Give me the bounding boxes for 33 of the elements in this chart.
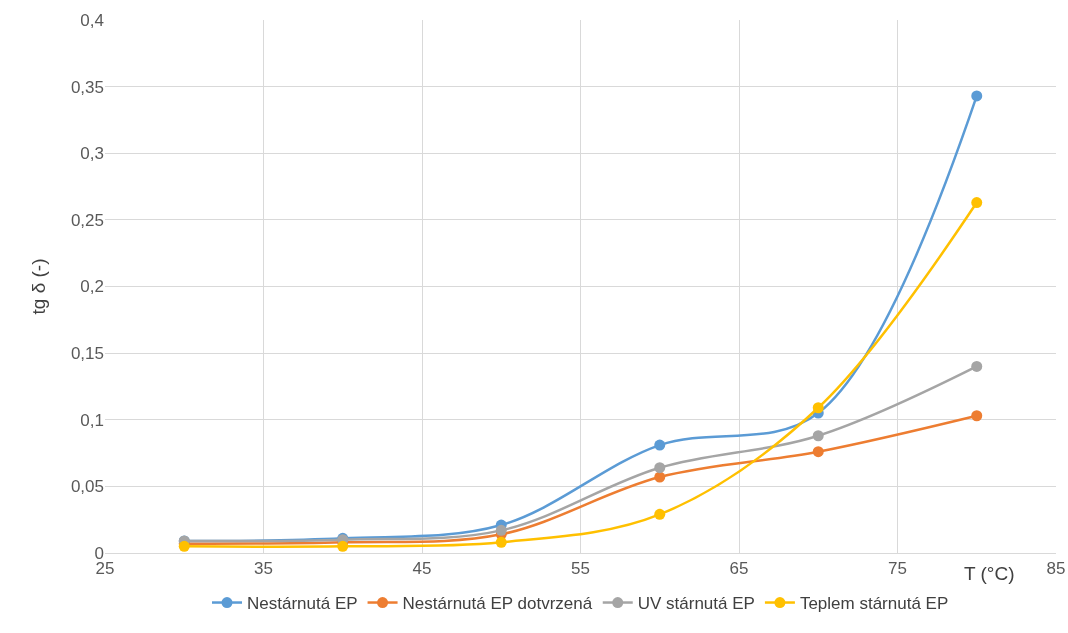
point [971, 90, 983, 102]
point [495, 536, 507, 548]
y-tick-label: 0,05 [70, 477, 104, 497]
x-tick-label: 75 [888, 559, 907, 579]
y-tick-label: 0,3 [80, 144, 104, 164]
x-tick-label: 35 [254, 559, 273, 579]
x-tick-label: 85 [1046, 559, 1066, 579]
y-tick-label: 0,15 [70, 344, 104, 364]
x-axis-title: T (°C) [964, 563, 1015, 584]
point [971, 360, 983, 372]
point [337, 540, 349, 552]
x-tick-label: 55 [571, 559, 590, 579]
x-tick-label: 65 [729, 559, 749, 579]
y-tick-label: 0,4 [80, 10, 104, 30]
point [812, 430, 824, 442]
point [654, 508, 666, 520]
point [971, 410, 983, 422]
point [812, 402, 824, 414]
legend-label: Nestárnutá EP [247, 594, 358, 614]
point [812, 446, 824, 458]
x-tick-label: 45 [412, 559, 432, 579]
y-axis-title: tg δ (-) [27, 258, 49, 315]
y-tick-label: 0,35 [70, 77, 104, 97]
y-tick-label: 0,25 [70, 210, 104, 230]
point [495, 524, 507, 536]
point [654, 462, 666, 474]
legend-label: Teplem stárnutá EP [799, 594, 949, 614]
y-tick-label: 0,2 [80, 277, 104, 297]
legend-label: Nestárnutá EP dotvrzená [402, 594, 593, 614]
legend-label: UV stárnutá EP [637, 594, 755, 614]
point [654, 439, 666, 451]
point [971, 197, 983, 209]
y-tick-label: 0,1 [80, 410, 104, 430]
